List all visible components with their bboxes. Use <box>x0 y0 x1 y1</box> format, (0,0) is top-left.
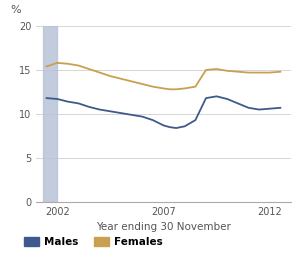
Text: %: % <box>11 5 21 15</box>
X-axis label: Year ending 30 November: Year ending 30 November <box>96 222 231 232</box>
Legend: Males, Females: Males, Females <box>20 233 167 251</box>
Bar <box>44 26 57 202</box>
